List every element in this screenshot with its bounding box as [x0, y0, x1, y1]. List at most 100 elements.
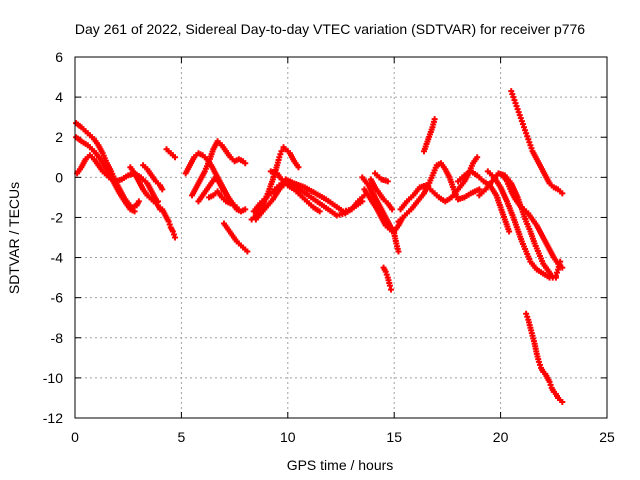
data-point-interp: [524, 313, 531, 320]
track-sat-j: [195, 174, 240, 211]
data-point: [386, 282, 393, 289]
track-sat-q: [280, 144, 302, 171]
data-point: [242, 160, 249, 167]
track-sat-ab: [484, 168, 559, 281]
data-point-interp: [515, 109, 522, 116]
track-sat-p: [267, 168, 323, 215]
data-point: [535, 358, 542, 365]
data-point: [169, 228, 176, 235]
data-point: [276, 154, 283, 161]
data-point: [523, 130, 530, 137]
data-point: [384, 178, 391, 185]
track-sat-ac: [499, 172, 566, 271]
data-point: [278, 148, 285, 155]
data-point: [172, 154, 179, 161]
track-sat-d: [127, 164, 161, 207]
data-point: [506, 228, 513, 235]
data-point-interp: [553, 269, 560, 276]
y-tick-label: 2: [55, 129, 63, 145]
data-point-interp: [536, 361, 543, 368]
track-sat-g: [163, 146, 179, 161]
track-sat-z: [455, 168, 513, 235]
data-point-interp: [547, 381, 554, 388]
data-point: [154, 198, 161, 205]
y-tick-label: 4: [55, 89, 63, 105]
data-point: [514, 106, 521, 113]
y-tick-label: -2: [51, 209, 64, 225]
data-point: [233, 204, 240, 211]
data-points: [73, 88, 566, 405]
y-tick-label: -12: [43, 410, 63, 426]
y-tick-label: -8: [51, 330, 64, 346]
track-sat-ae: [523, 310, 566, 405]
data-point-interp: [517, 115, 524, 122]
data-point: [165, 218, 172, 225]
data-point: [316, 208, 323, 215]
track-sat-v: [380, 264, 395, 293]
x-tick-label: 0: [71, 429, 79, 445]
x-tick-label: 20: [493, 429, 509, 445]
plot-frame: [74, 56, 608, 419]
data-point-interp: [170, 231, 177, 238]
axis-ticks: 0 5 10 15 20 25 -12 -10 -8 -6 -4 -2 0 2 4 6: [43, 49, 615, 445]
data-point: [474, 154, 481, 161]
data-point-interp: [528, 145, 535, 152]
data-point: [244, 248, 251, 255]
chart-title: Day 261 of 2022, Sidereal Day-to-day VTE…: [75, 21, 585, 37]
data-point: [559, 190, 566, 197]
track-sat-e: [140, 162, 166, 193]
x-tick-label: 10: [280, 429, 296, 445]
data-point: [527, 142, 534, 149]
data-point-interp: [524, 133, 531, 140]
y-tick-label: -6: [51, 290, 64, 306]
track-sat-i: [189, 138, 249, 199]
track-sat-k: [206, 188, 234, 207]
data-point: [389, 206, 396, 213]
data-point: [508, 88, 515, 95]
y-tick-label: 6: [55, 49, 63, 65]
data-point-interp: [383, 271, 390, 278]
track-sat-l: [220, 220, 251, 255]
data-point: [510, 94, 517, 101]
data-point: [521, 124, 528, 131]
x-tick-label: 15: [386, 429, 402, 445]
data-point: [476, 186, 483, 193]
data-point: [135, 198, 142, 205]
grid: [75, 57, 607, 418]
data-point: [227, 200, 234, 207]
data-point-interp: [519, 121, 526, 128]
data-point-interp: [522, 127, 529, 134]
data-point: [295, 164, 302, 171]
data-point: [131, 208, 138, 215]
data-point: [552, 274, 559, 281]
data-point: [559, 398, 566, 405]
y-tick-label: -10: [43, 370, 63, 386]
data-point-interp: [509, 91, 516, 98]
data-point: [359, 198, 366, 205]
track-sat-t: [367, 176, 396, 213]
y-tick-label: -4: [51, 250, 64, 266]
track-sat-x: [397, 154, 481, 213]
data-point: [546, 378, 553, 385]
track-sat-y: [420, 116, 438, 155]
data-point: [512, 100, 519, 107]
data-point-interp: [526, 139, 533, 146]
data-point: [523, 310, 530, 317]
x-tick-label: 25: [599, 429, 615, 445]
data-point: [516, 112, 523, 119]
data-point: [172, 234, 179, 241]
data-point: [159, 186, 166, 193]
track-sat-aa: [476, 170, 564, 279]
y-axis-label: SDTVAR / TECUs: [6, 182, 22, 294]
data-point: [518, 118, 525, 125]
data-point: [431, 116, 438, 123]
track-sat-o: [252, 180, 366, 223]
x-axis-label: GPS time / hours: [287, 457, 394, 473]
data-point-interp: [277, 151, 284, 158]
track-sat-u: [372, 170, 391, 185]
track-sat-s: [361, 186, 402, 255]
data-point: [382, 268, 389, 275]
data-point-interp: [511, 97, 518, 104]
data-point-interp: [166, 221, 173, 228]
